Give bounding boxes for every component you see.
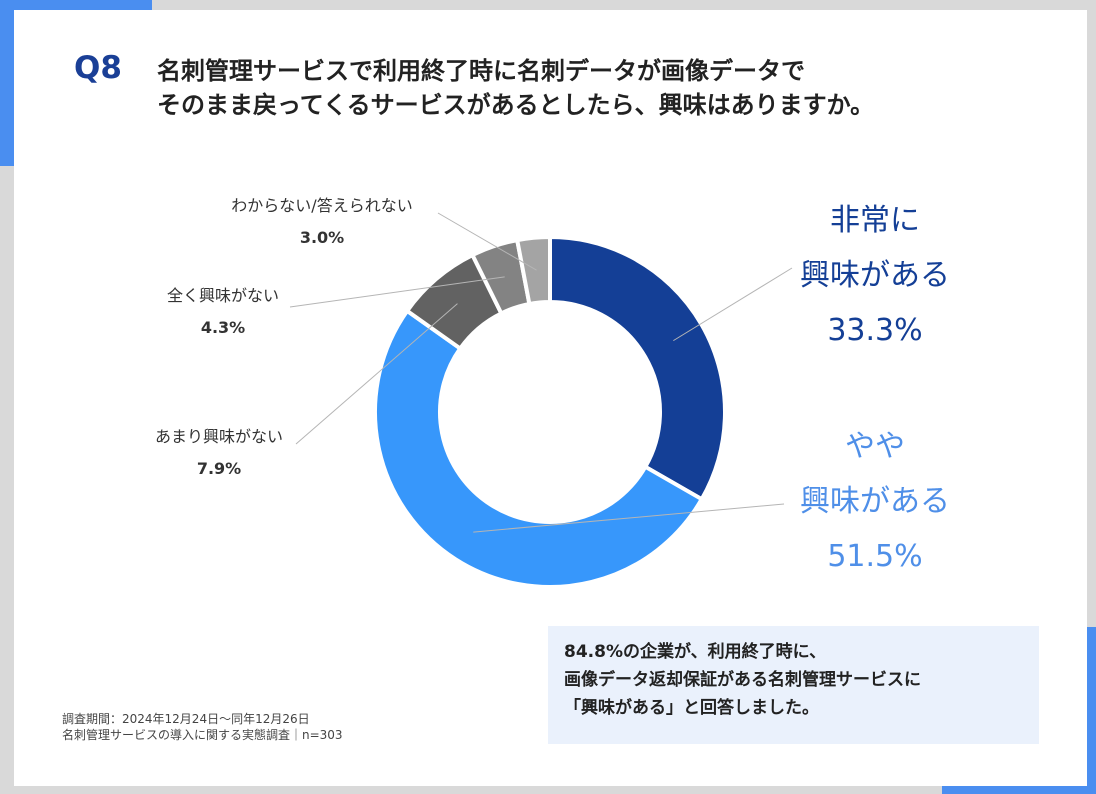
question-line-2: そのまま戻ってくるサービスがあるとしたら、興味はありますか。	[157, 91, 875, 119]
footnote: 調査期間：2024年12月24日〜同年12月26日 名刺管理サービスの導入に関す…	[62, 711, 343, 743]
leader-lines	[289, 212, 793, 533]
slice-very-interested	[548, 234, 727, 502]
question-number: Q8	[74, 50, 122, 86]
donut-slices	[372, 234, 727, 590]
label-unknown: わからない/答えられない 3.0%	[216, 192, 428, 247]
survey-name: 名刺管理サービスの導入に関する実態調査｜n=303	[62, 728, 343, 742]
survey-period: 調査期間：2024年12月24日〜同年12月26日	[62, 712, 310, 726]
label-unknown-value: 3.0%	[299, 228, 345, 247]
label-not-at-all-name: 全く興味がない	[166, 286, 279, 305]
summary-box: 84.8%の企業が、利用終了時に、 画像データ返却保証がある名刺管理サービスに …	[548, 626, 1039, 744]
label-not-at-all: 全く興味がない 4.3%	[158, 282, 288, 337]
label-unknown-name: わからない/答えられない	[231, 196, 413, 215]
label-not-much-value: 7.9%	[196, 459, 242, 478]
question-line-1: 名刺管理サービスで利用終了時に名刺データが画像データで	[157, 57, 805, 85]
label-not-at-all-value: 4.3%	[200, 318, 246, 337]
summary-line-3: 「興味がある」と回答しました。	[564, 698, 819, 718]
leader-line-very	[673, 267, 793, 342]
label-not-much: あまり興味がない 7.9%	[145, 423, 293, 478]
label-not-much-name: あまり興味がない	[154, 427, 283, 446]
label-somewhat-value: 51.5%	[827, 539, 923, 574]
slice-unknown	[514, 234, 552, 307]
label-very: 非常に 興味がある 33.3%	[790, 193, 960, 358]
label-somewhat: やや 興味がある 51.5%	[790, 419, 960, 584]
leader-line-somewhat	[473, 503, 785, 533]
corner-accent-left	[0, 0, 14, 166]
summary-line-1: 84.8%の企業が、利用終了時に、	[564, 642, 827, 662]
summary-line-2: 画像データ返却保証がある名刺管理サービスに	[564, 670, 921, 690]
label-very-line2: 興味がある	[800, 258, 950, 293]
label-very-value: 33.3%	[827, 313, 923, 348]
question-text: 名刺管理サービスで利用終了時に名刺データが画像データで そのまま戻ってくるサービ…	[157, 54, 1057, 122]
leader-line-not-at-all	[289, 276, 505, 308]
label-very-line1: 非常に	[830, 203, 920, 238]
leader-line-not-much	[295, 303, 458, 445]
label-somewhat-line1: やや	[845, 429, 905, 464]
leader-line-unknown	[437, 212, 537, 271]
label-somewhat-line2: 興味がある	[800, 484, 950, 519]
slice-somewhat-interested	[372, 308, 705, 590]
